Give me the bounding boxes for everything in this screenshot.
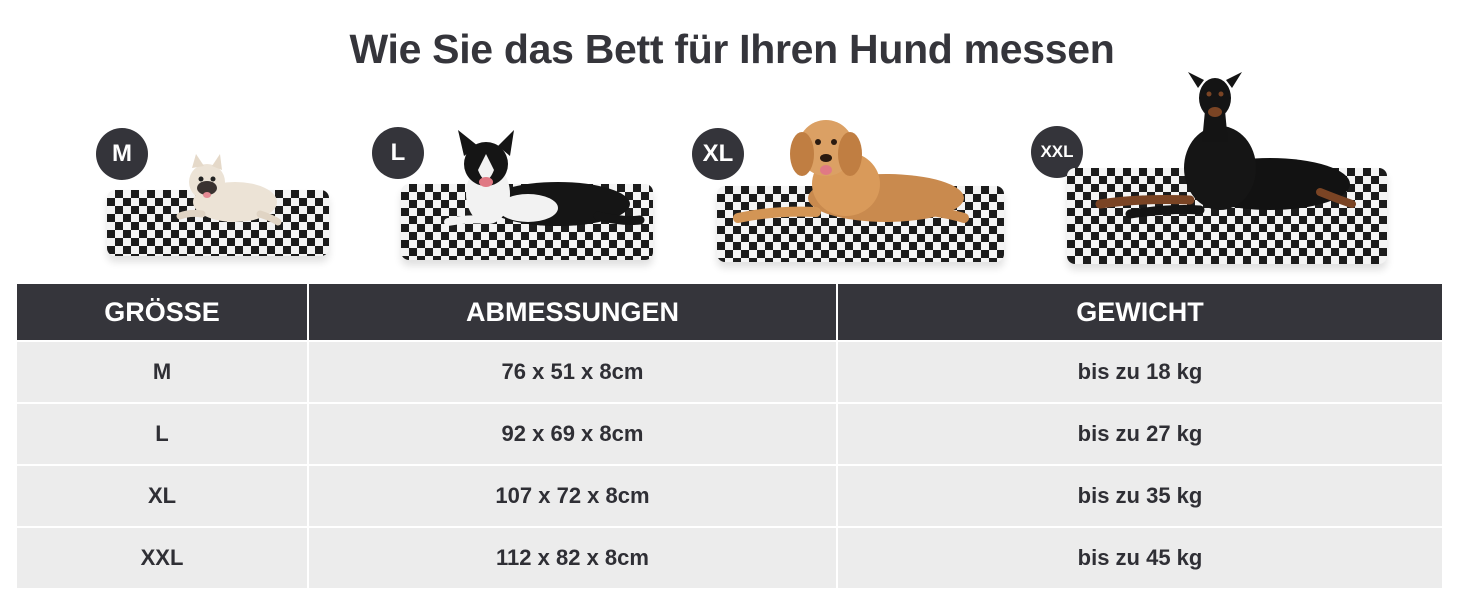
cell-size: L	[17, 402, 309, 465]
page-title: Wie Sie das Bett für Ihren Hund messen	[349, 26, 1115, 72]
cell-weight: bis zu 27 kg	[837, 402, 1442, 465]
header-dimensions: ABMESSUNGEN	[308, 284, 838, 341]
header-weight: GEWICHT	[837, 284, 1442, 341]
cell-weight: bis zu 18 kg	[837, 340, 1442, 403]
french-bulldog-image	[176, 154, 282, 226]
table-header-row: GRÖSSE ABMESSUNGEN GEWICHT	[17, 284, 1442, 341]
cell-size: XL	[17, 464, 309, 527]
table-row: M 76 x 51 x 8cm bis zu 18 kg	[17, 340, 1442, 403]
size-badge-m: M	[96, 128, 148, 180]
table-row: XXL 112 x 82 x 8cm bis zu 45 kg	[17, 526, 1442, 588]
cell-size: M	[17, 340, 309, 403]
size-badge-l: L	[372, 127, 424, 179]
table-row: L 92 x 69 x 8cm bis zu 27 kg	[17, 402, 1442, 465]
cell-size: XXL	[17, 526, 309, 588]
cell-dimensions: 92 x 69 x 8cm	[308, 402, 838, 465]
table-row: XL 107 x 72 x 8cm bis zu 35 kg	[17, 464, 1442, 527]
doberman-image	[1095, 72, 1356, 219]
size-badge-xl: XL	[692, 128, 744, 180]
header-size: GRÖSSE	[17, 284, 309, 341]
border-collie-image	[444, 130, 645, 226]
cell-weight: bis zu 35 kg	[837, 464, 1442, 527]
cell-dimensions: 76 x 51 x 8cm	[308, 340, 838, 403]
cell-weight: bis zu 45 kg	[837, 526, 1442, 588]
size-table: GRÖSSE ABMESSUNGEN GEWICHT M 76 x 51 x 8…	[17, 284, 1442, 588]
golden-retriever-image	[733, 120, 969, 223]
cell-dimensions: 107 x 72 x 8cm	[308, 464, 838, 527]
cell-dimensions: 112 x 82 x 8cm	[308, 526, 838, 588]
